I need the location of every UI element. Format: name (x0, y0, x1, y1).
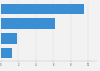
Bar (1, 3, 84, 14)
Bar (1, 33, 17, 44)
Bar (1, 48, 12, 58)
Bar (1, 18, 55, 29)
